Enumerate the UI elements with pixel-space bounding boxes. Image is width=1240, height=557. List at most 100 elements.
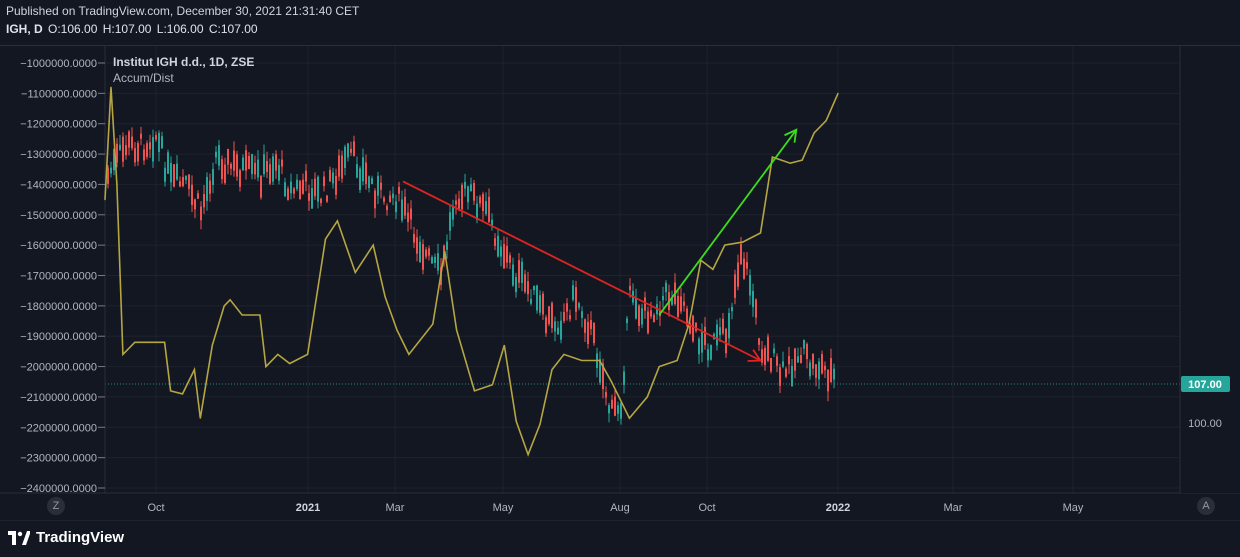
candle-body (512, 264, 514, 286)
y-tick-label: −2300000.0000 (20, 453, 97, 465)
right-tick-label: 100.00 (1188, 418, 1222, 430)
candle-body (407, 212, 409, 223)
candle-body (755, 299, 757, 318)
y-tick-label: −1500000.0000 (20, 210, 97, 222)
candle-body (131, 136, 133, 149)
candle-body (680, 296, 682, 312)
y-tick-label: −1400000.0000 (20, 179, 97, 191)
accum-dist-point (324, 238, 327, 240)
accum-dist-point (527, 454, 529, 456)
candle-body (797, 356, 799, 363)
candle-body (719, 327, 721, 336)
candle-body (521, 261, 523, 283)
accum-dist-point (307, 353, 309, 356)
candle-body (728, 312, 730, 339)
candle-body (143, 149, 145, 161)
x-tick-label: 2021 (296, 502, 320, 514)
accum-dist-point (193, 369, 195, 371)
candle-body (305, 170, 307, 182)
candle-body (806, 344, 808, 360)
candle-body (764, 347, 766, 365)
candle-body (641, 308, 643, 325)
candle-body (476, 203, 478, 220)
accum-dist-point (658, 365, 660, 368)
candle-body (128, 131, 130, 148)
candle-body (188, 174, 190, 189)
candle-body (245, 150, 247, 171)
x-tick-label: Oct (147, 502, 164, 514)
candle-body (545, 317, 547, 334)
candle-body (662, 295, 664, 301)
candle-body (695, 322, 697, 331)
candle-body (749, 275, 751, 296)
accum-dist-line (104, 86, 839, 457)
candle-body (218, 145, 220, 166)
chart-svg[interactable]: −1000000.0000 −1100000.0000 −1200000.0000 −… (0, 46, 1240, 516)
candle-body (281, 159, 283, 167)
auto-scale-button[interactable]: A (1197, 497, 1215, 515)
candle-body (575, 287, 577, 312)
candle-body (785, 368, 787, 377)
candle-body (263, 154, 265, 175)
accum-dist-point (289, 362, 291, 365)
left-axis: −1000000.0000 −1100000.0000 −1200000.0000 −… (0, 46, 106, 495)
candle-body (752, 290, 754, 308)
candle-body (353, 141, 355, 157)
accum-dist-point (771, 156, 774, 158)
accum-dist-point (116, 183, 118, 186)
accum-dist-point (676, 359, 678, 362)
legend-title: Institut IGH d.d., 1D, ZSE (113, 55, 254, 69)
candle-body (329, 169, 331, 182)
candle-body (320, 198, 322, 204)
candle-body (731, 306, 733, 312)
accum-dist-point (712, 268, 714, 271)
candle-body (272, 156, 274, 182)
candle-body (227, 148, 229, 165)
candle-body (368, 176, 370, 188)
candle-body (290, 181, 292, 194)
candle-body (800, 355, 802, 364)
candle-body (614, 396, 616, 416)
candle-body (506, 245, 508, 263)
y-tick-label: −2000000.0000 (20, 362, 97, 374)
candle-body (773, 348, 775, 354)
candle-body (518, 260, 520, 283)
candle-body (122, 136, 124, 162)
candle-body (386, 205, 388, 211)
candle-body (665, 282, 667, 293)
candle-body (233, 150, 235, 171)
legend-indicator: Accum/Dist (113, 71, 174, 85)
zoom-button[interactable]: Z (47, 497, 65, 515)
candle-body (542, 293, 544, 315)
candle-body (479, 196, 481, 204)
accum-dist-point (563, 353, 565, 356)
candle-body (137, 143, 139, 162)
candle-body (176, 163, 178, 180)
y-tick-label: −1900000.0000 (20, 331, 97, 343)
candle-body (275, 154, 277, 171)
chart-area[interactable]: −1000000.0000 −1100000.0000 −1200000.0000 −… (0, 45, 1240, 516)
candle-body (824, 365, 826, 371)
candle-body (467, 186, 469, 203)
footer: TradingView (0, 520, 1240, 557)
accum-dist-point (163, 341, 166, 343)
accum-dist-point (354, 271, 356, 274)
candle-body (308, 193, 310, 201)
tradingview-logo[interactable]: TradingView (8, 529, 124, 546)
candle-body (326, 195, 328, 202)
candle-body (737, 262, 739, 287)
candle-body (470, 184, 472, 192)
accum-dist-point (515, 420, 517, 422)
x-tick-label: Mar (944, 502, 963, 514)
candle-body (398, 186, 400, 194)
candle-body (560, 320, 562, 340)
candle-body (419, 241, 421, 263)
candle-body (815, 364, 817, 378)
candle-body (626, 318, 628, 324)
candle-body (554, 321, 556, 332)
candle-body (503, 244, 505, 269)
candle-body (584, 319, 586, 333)
candle-body (107, 167, 109, 184)
candle-body (299, 180, 301, 200)
candle-body (710, 345, 712, 360)
